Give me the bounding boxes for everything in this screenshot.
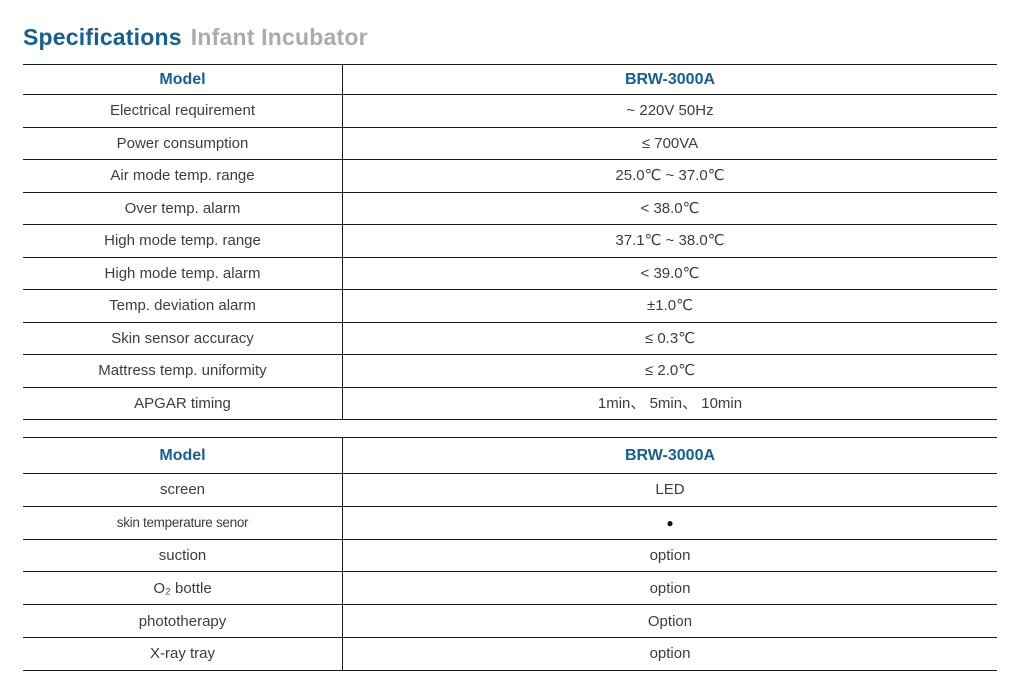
table-header-row: Model BRW-3000A <box>23 438 997 474</box>
specifications-table-main: Model BRW-3000A Electrical requirement ~… <box>23 64 997 420</box>
table-row: Temp. deviation alarm ±1.0℃ <box>23 290 997 323</box>
table-row: High mode temp. range 37.1℃ ~ 38.0℃ <box>23 225 997 258</box>
spec-label: Air mode temp. range <box>23 160 343 192</box>
spec-label: screen <box>23 474 343 506</box>
spec-value: LED <box>655 481 685 499</box>
table-row: APGAR timing 1min、 5min、 10min <box>23 387 997 420</box>
spec-label: Power consumption <box>23 127 343 159</box>
spec-label: Electrical requirement <box>23 95 343 127</box>
spec-value: ±1.0℃ <box>647 297 693 315</box>
table-row: X-ray tray option <box>23 637 997 671</box>
table-row: O₂ bottle option <box>23 572 997 606</box>
table-row: High mode temp. alarm < 39.0℃ <box>23 257 997 290</box>
table-row: Power consumption ≤ 700VA <box>23 127 997 160</box>
spec-label: High mode temp. range <box>23 225 343 257</box>
spec-value: < 39.0℃ <box>640 264 700 282</box>
spec-value: option <box>649 546 691 564</box>
spec-label: Over temp. alarm <box>23 192 343 224</box>
table-row: Over temp. alarm < 38.0℃ <box>23 192 997 225</box>
table-row: Skin sensor accuracy ≤ 0.3℃ <box>23 322 997 355</box>
spec-label: Temp. deviation alarm <box>23 290 343 322</box>
table-row: skin temperature senor ● <box>23 506 997 540</box>
spec-label: phototherapy <box>23 605 343 637</box>
spec-value: < 38.0℃ <box>640 199 700 217</box>
filled-dot-indicator: ● <box>666 515 674 530</box>
column-header-model-value: BRW-3000A <box>624 446 716 464</box>
spec-label: Mattress temp. uniformity <box>23 355 343 387</box>
spec-label: APGAR timing <box>23 387 343 419</box>
spec-label: O₂ bottle <box>23 572 343 605</box>
spec-value: ~ 220V 50Hz <box>626 102 714 120</box>
spec-label: skin temperature senor <box>23 506 343 539</box>
table-row: suction option <box>23 539 997 573</box>
spec-value: 37.1℃ ~ 38.0℃ <box>615 232 725 250</box>
spec-label: High mode temp. alarm <box>23 257 343 289</box>
column-header-model: Model <box>23 438 343 473</box>
table-row: Mattress temp. uniformity ≤ 2.0℃ <box>23 355 997 388</box>
column-header-model: Model <box>23 65 343 94</box>
spec-value: ≤ 700VA <box>641 134 699 152</box>
spec-label: Skin sensor accuracy <box>23 322 343 354</box>
page-subtitle: Infant Incubator <box>190 24 368 50</box>
table-row: Electrical requirement ~ 220V 50Hz <box>23 95 997 128</box>
spec-label: X-ray tray <box>23 637 343 670</box>
table-row: phototherapy Option <box>23 605 997 638</box>
spec-value: option <box>649 579 691 597</box>
spec-value: 25.0℃ ~ 37.0℃ <box>615 167 725 185</box>
specifications-table-options: Model BRW-3000A screen LED skin temperat… <box>23 437 997 671</box>
column-header-model-value: BRW-3000A <box>624 70 716 88</box>
spec-value: Option <box>647 612 693 630</box>
table-row: screen LED <box>23 474 997 507</box>
spec-label: suction <box>23 539 343 572</box>
page-header: Specifications Infant Incubator <box>23 24 368 51</box>
table-row: Air mode temp. range 25.0℃ ~ 37.0℃ <box>23 160 997 193</box>
spec-value: ≤ 2.0℃ <box>644 362 696 380</box>
table-header-row: Model BRW-3000A <box>23 65 997 95</box>
spec-value: 1min、 5min、 10min <box>597 394 743 412</box>
page-title: Specifications <box>23 24 182 50</box>
spec-value: option <box>649 645 691 663</box>
spec-value: ≤ 0.3℃ <box>644 329 696 347</box>
